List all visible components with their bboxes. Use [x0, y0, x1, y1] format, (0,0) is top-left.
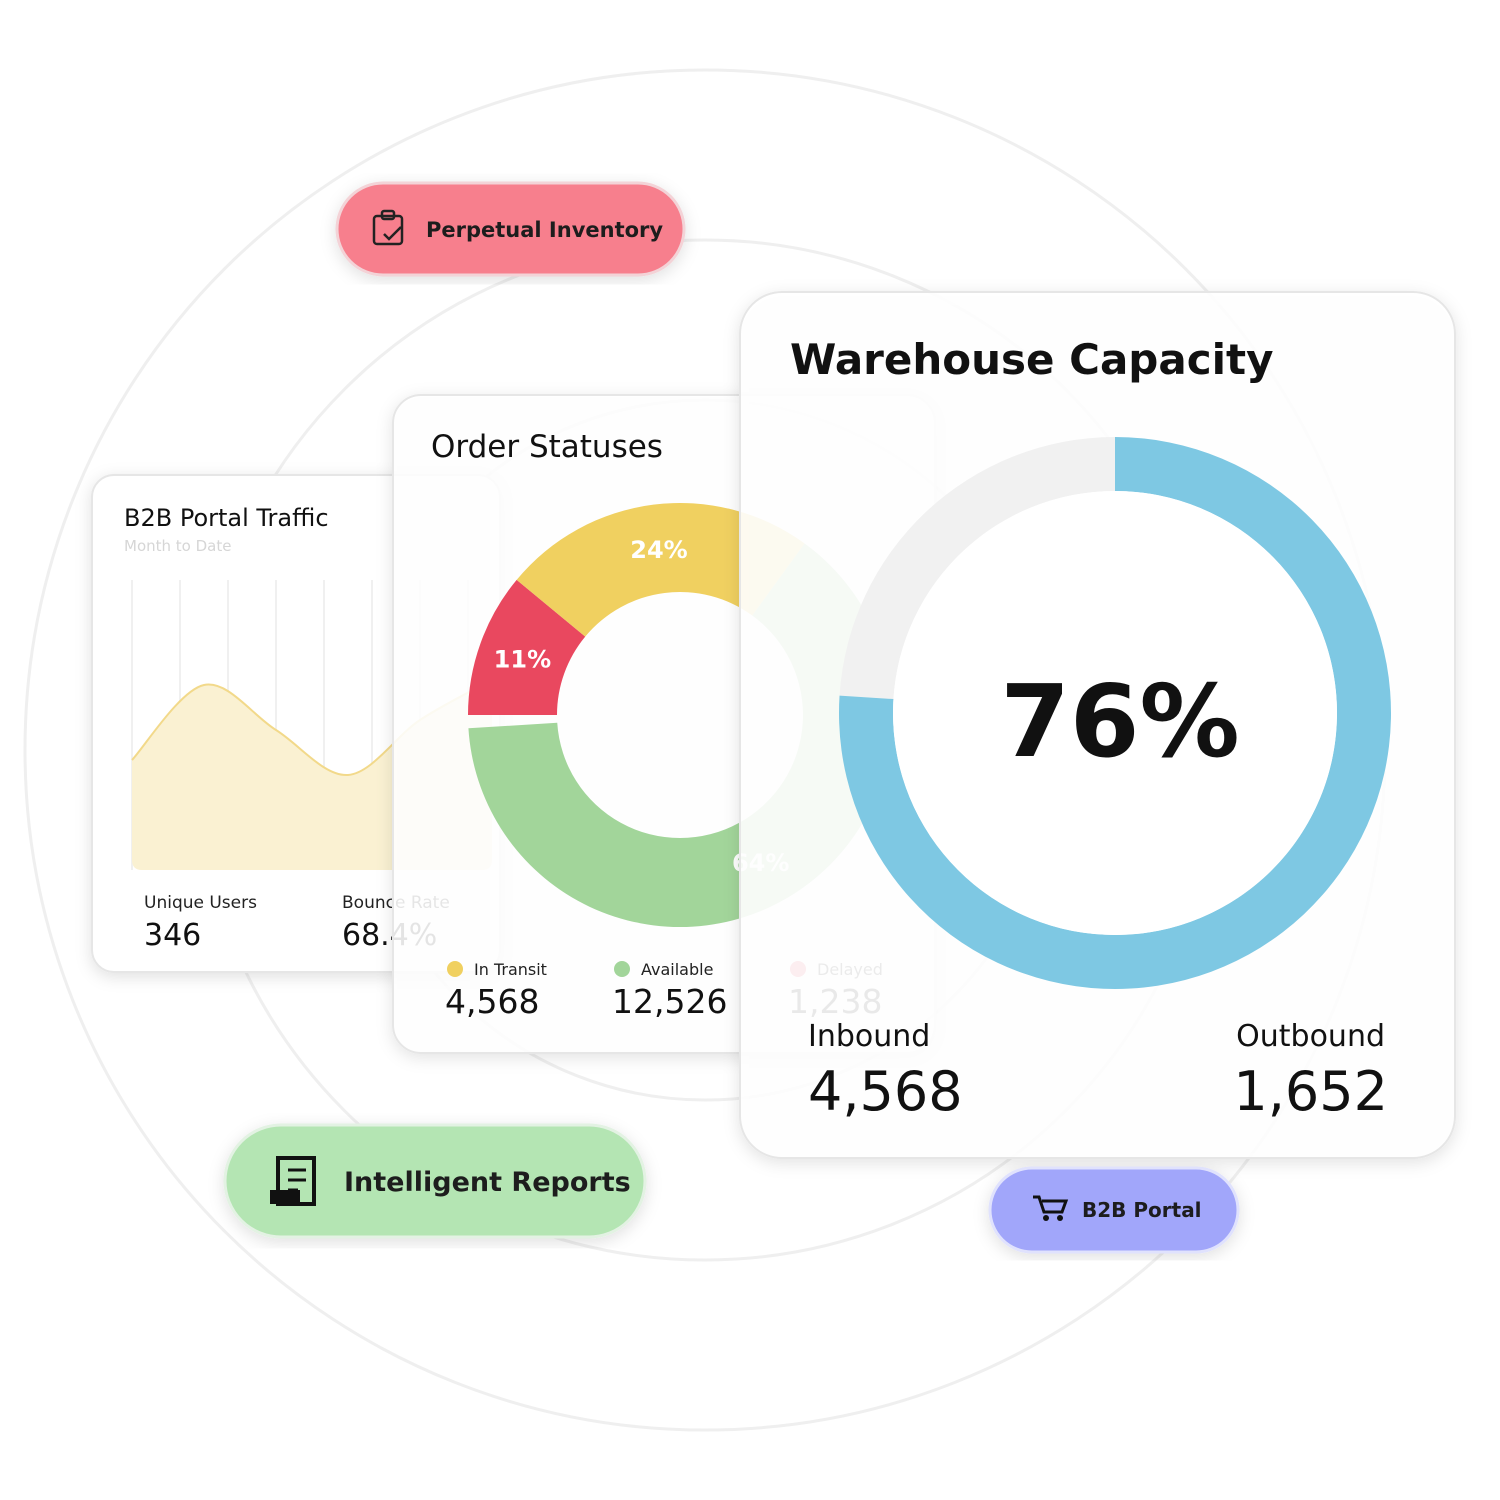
capacity-card: Warehouse Capacity 76% Inbound 4,568 Out… — [739, 291, 1456, 1159]
legend-name: In Transit — [474, 960, 547, 979]
card-title: Order Statuses — [431, 429, 663, 465]
ring-track — [839, 437, 1115, 700]
card-subtitle: Month to Date — [124, 537, 231, 555]
stat-label: Unique Users — [144, 893, 257, 913]
card-title: Warehouse Capacity — [790, 335, 1273, 384]
badge-label: Perpetual Inventory — [426, 218, 663, 242]
stat-value: 4,568 — [808, 1060, 963, 1123]
stat-label: Inbound — [808, 1019, 930, 1054]
ring-inner — [893, 491, 1337, 935]
legend-value: 12,526 — [612, 982, 727, 1021]
stat-value: 1,652 — [1233, 1060, 1388, 1123]
stat-label: Outbound — [1236, 1019, 1385, 1054]
badge-perpetual-inventory[interactable]: Perpetual Inventory — [335, 181, 686, 277]
donut-label: 24% — [630, 536, 687, 564]
stat-value: 346 — [144, 918, 201, 953]
clipboard-icon — [372, 209, 404, 246]
legend-name: Available — [641, 960, 713, 979]
ring-value: 76% — [1000, 663, 1239, 780]
card-title: B2B Portal Traffic — [124, 504, 329, 532]
badge-b2b-portal[interactable]: B2B Portal — [988, 1166, 1240, 1254]
donut-segment — [516, 503, 805, 637]
legend-value: 4,568 — [445, 982, 539, 1021]
ring — [839, 437, 1392, 989]
donut-label: 11% — [494, 645, 551, 673]
donut-segment — [468, 579, 586, 715]
badge-label: B2B Portal — [1082, 1198, 1202, 1222]
cart-icon — [1033, 1195, 1069, 1221]
legend-swatch — [447, 961, 463, 977]
legend-swatch — [614, 961, 630, 977]
report-icon — [270, 1156, 316, 1206]
badge-label: Intelligent Reports — [344, 1167, 631, 1198]
badge-intelligent-reports[interactable]: Intelligent Reports — [223, 1123, 647, 1239]
